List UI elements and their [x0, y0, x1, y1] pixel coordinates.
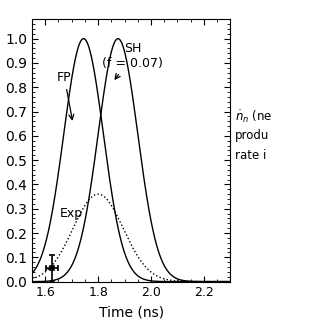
Text: Exp: Exp — [60, 207, 83, 220]
Text: FP: FP — [57, 71, 74, 120]
Text: rate i: rate i — [235, 149, 267, 162]
Text: $\dot{n}_n$ (ne: $\dot{n}_n$ (ne — [235, 108, 273, 125]
Text: SH
(f = 0.07): SH (f = 0.07) — [102, 42, 163, 79]
X-axis label: Time (ns): Time (ns) — [99, 305, 164, 319]
Text: produ: produ — [235, 130, 269, 142]
